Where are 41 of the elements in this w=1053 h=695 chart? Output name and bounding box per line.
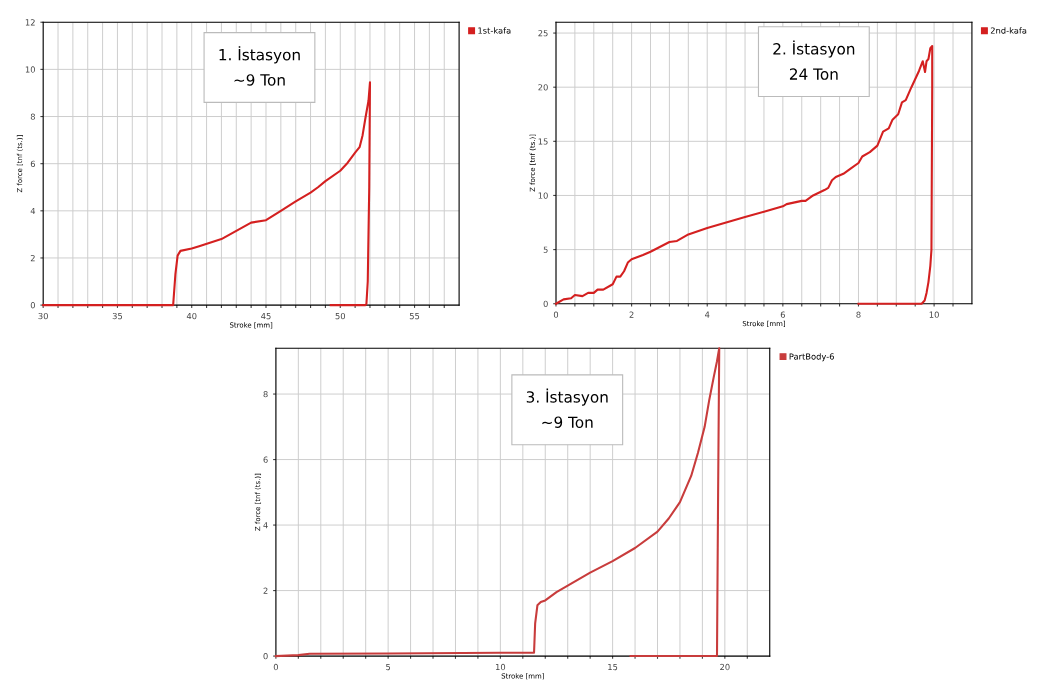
y-tick-label: 15 [538,138,548,145]
x-tick-label: 55 [409,313,420,320]
x-tick-label: 10 [495,663,506,671]
legend-label: PartBody-6 [789,353,834,362]
x-tick-label: 8 [856,311,861,318]
y-tick-label: 10 [25,66,35,73]
y-tick-label: 20 [538,84,548,91]
y-tick-label: 12 [25,19,35,26]
x-tick-label: 35 [112,312,123,320]
legend-label: 1st-kafa [478,27,511,34]
annotation: 1. İstasyon ~9 Ton [219,46,300,86]
y-tick-label: 0 [263,653,268,660]
y-tick-label: 25 [538,30,548,37]
y-tick-label: 8 [263,391,268,398]
y-tick-label: 0 [30,302,35,309]
x-tick-label: 20 [720,663,730,671]
x-tick-label: 5 [386,663,391,671]
annotation: 3. İstasyon ~9 Ton [526,388,608,428]
x-tick-label: 30 [38,312,48,320]
x-tick-label: 4 [704,311,710,318]
annotation: 2. İstasyon 24 Ton [773,40,855,80]
y-tick-label: 6 [263,456,268,463]
x-tick-label: 10 [929,311,939,318]
y-tick-label: 4 [30,207,36,214]
legend-label: 2nd-kafa [990,27,1027,34]
y-tick-label: 6 [30,160,36,167]
x-tick-label: 0 [273,663,278,671]
y-tick-label: 10 [538,192,548,199]
x-tick-label: 40 [186,312,197,320]
y-tick-label: 2 [30,254,35,262]
y-tick-label: 4 [263,522,268,529]
y-tick-label: 8 [30,113,35,120]
y-tick-label: 2 [263,587,268,594]
x-tick-label: 6 [780,311,785,318]
y-tick-label: 5 [543,246,548,253]
x-tick-label: 45 [261,313,271,320]
x-tick-label: 2 [629,311,634,318]
x-tick-label: 50 [335,312,346,320]
x-tick-label: 0 [553,311,559,318]
y-tick-label: 0 [543,300,548,307]
x-tick-label: 15 [608,663,618,671]
